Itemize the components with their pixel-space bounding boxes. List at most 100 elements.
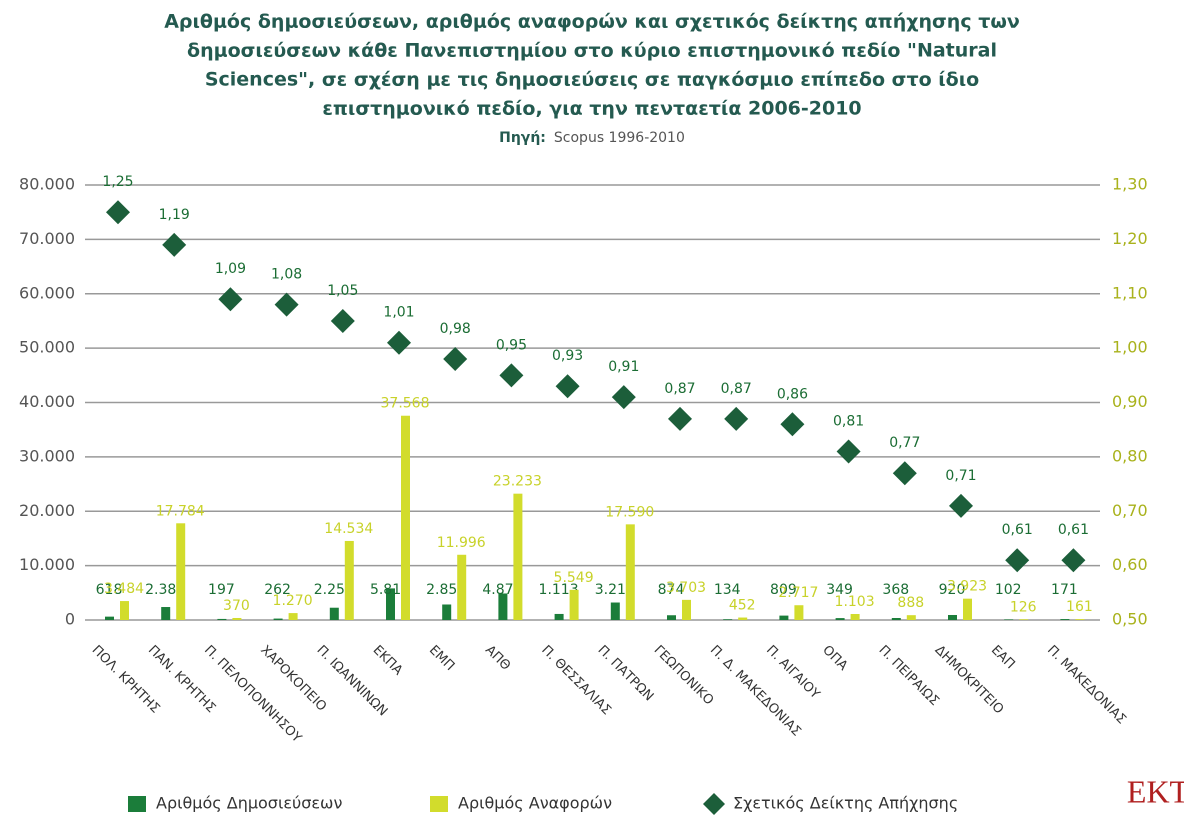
bar xyxy=(329,607,339,620)
x-tick-label: Π. ΑΙΓΑΙΟΥ xyxy=(763,643,822,702)
value-label: 14.534 xyxy=(324,521,373,537)
bar xyxy=(569,589,579,620)
value-label: 17.784 xyxy=(156,503,205,519)
diamond-marker xyxy=(780,412,805,437)
diamond-marker xyxy=(218,287,243,312)
diamond-marker xyxy=(106,200,130,225)
bar xyxy=(963,598,972,620)
value-label: 5.549 xyxy=(554,570,594,586)
x-tick-label: ΕΜΠ xyxy=(426,643,457,674)
value-label: 0,95 xyxy=(496,337,527,353)
y2-tick-label: 0,70 xyxy=(1112,501,1148,520)
bar xyxy=(217,618,227,620)
value-label: 370 xyxy=(223,598,250,614)
diamond-marker xyxy=(387,330,411,355)
x-tick-label: ΕΑΠ xyxy=(988,643,1018,673)
value-label: 0,71 xyxy=(945,468,976,484)
diamond-marker xyxy=(555,374,580,399)
value-label: 3.703 xyxy=(666,580,706,596)
value-label: 920 xyxy=(939,582,966,598)
value-label: 874 xyxy=(658,582,685,598)
diamond-marker xyxy=(892,461,917,486)
bar xyxy=(273,618,283,620)
bar xyxy=(1060,619,1070,620)
value-label: 0,77 xyxy=(889,435,920,451)
value-label: 809 xyxy=(770,582,797,598)
bar xyxy=(723,619,733,620)
y2-tick-label: 1,30 xyxy=(1112,175,1148,194)
bar xyxy=(850,614,860,620)
y2-tick-label: 0,80 xyxy=(1112,446,1148,465)
bar xyxy=(738,617,748,620)
x-tick-label: Π. ΠΑΤΡΩΝ xyxy=(594,643,656,705)
y2-tick-label: 1,20 xyxy=(1112,229,1148,248)
diamond-marker xyxy=(274,292,299,317)
value-label: 1,09 xyxy=(215,261,246,277)
value-label: 161 xyxy=(1066,599,1093,615)
value-label: 1,08 xyxy=(271,267,302,283)
diamond-marker xyxy=(724,406,749,431)
y-tick-label: 30.000 xyxy=(19,446,75,465)
diamond-marker xyxy=(162,232,187,257)
value-label: 4.877 xyxy=(482,582,522,598)
value-label: 1.270 xyxy=(273,593,313,609)
value-label: 0,87 xyxy=(721,381,752,397)
value-label: 0,81 xyxy=(833,413,864,429)
value-label: 1,01 xyxy=(383,305,414,321)
y-tick-label: 80.000 xyxy=(19,175,75,194)
bar xyxy=(386,588,395,620)
bar xyxy=(667,615,676,620)
bar xyxy=(835,618,845,620)
value-label: 349 xyxy=(826,582,853,598)
bar xyxy=(120,601,129,620)
value-label: 3.215 xyxy=(595,582,635,598)
bar xyxy=(891,617,901,620)
value-label: 197 xyxy=(208,582,235,598)
legend-label: Αριθμός Δημοσιεύσεων xyxy=(156,794,342,813)
chart-title: δημοσιεύσεων κάθε Πανεπιστημίου στο κύρι… xyxy=(187,40,997,62)
value-label: 5.814 xyxy=(370,582,410,598)
y2-tick-label: 0,90 xyxy=(1112,392,1148,411)
bar xyxy=(513,493,523,620)
legend-swatch xyxy=(430,796,448,812)
diamond-marker xyxy=(668,406,692,431)
diamond-marker xyxy=(611,385,636,410)
y2-tick-label: 1,10 xyxy=(1112,283,1148,302)
y-tick-label: 0 xyxy=(65,610,75,629)
chart-title: Αριθμός δημοσιεύσεων, αριθμός αναφορών κ… xyxy=(164,11,1020,33)
chart-title: Sciences", σε σχέση με τις δημοσιεύσεις … xyxy=(205,69,979,91)
value-label: 0,61 xyxy=(1058,522,1089,538)
bar xyxy=(288,613,298,620)
value-label: 262 xyxy=(264,582,291,598)
value-label: 17.590 xyxy=(605,504,654,520)
chart-title: επιστημονικό πεδίο, για την πενταετία 20… xyxy=(322,98,861,120)
bar xyxy=(948,614,957,620)
value-label: 368 xyxy=(882,582,909,598)
diamond-marker xyxy=(499,363,524,388)
value-label: 11.996 xyxy=(437,535,486,551)
source-text: Scopus 1996-2010 xyxy=(554,130,685,146)
legend-swatch xyxy=(128,796,146,812)
y-tick-label: 70.000 xyxy=(19,229,75,248)
source-label: Πηγή: xyxy=(499,130,546,146)
bar xyxy=(906,615,916,620)
value-label: 37.568 xyxy=(381,396,430,412)
value-label: 0,87 xyxy=(664,381,695,397)
bar xyxy=(1004,619,1014,620)
bar xyxy=(1075,619,1085,620)
value-label: 452 xyxy=(729,598,756,614)
value-label: 102 xyxy=(995,582,1022,598)
bar xyxy=(498,593,508,620)
value-label: 888 xyxy=(897,595,924,611)
bar xyxy=(401,415,410,620)
value-label: 1.103 xyxy=(835,594,875,610)
value-label: 0,91 xyxy=(608,359,639,375)
value-label: 2.717 xyxy=(778,585,818,601)
diamond-marker xyxy=(836,439,861,464)
value-label: 23.233 xyxy=(493,474,542,490)
value-label: 171 xyxy=(1051,582,1078,598)
y2-tick-label: 0,60 xyxy=(1112,555,1148,574)
y-tick-label: 50.000 xyxy=(19,338,75,357)
diamond-marker xyxy=(949,493,973,518)
